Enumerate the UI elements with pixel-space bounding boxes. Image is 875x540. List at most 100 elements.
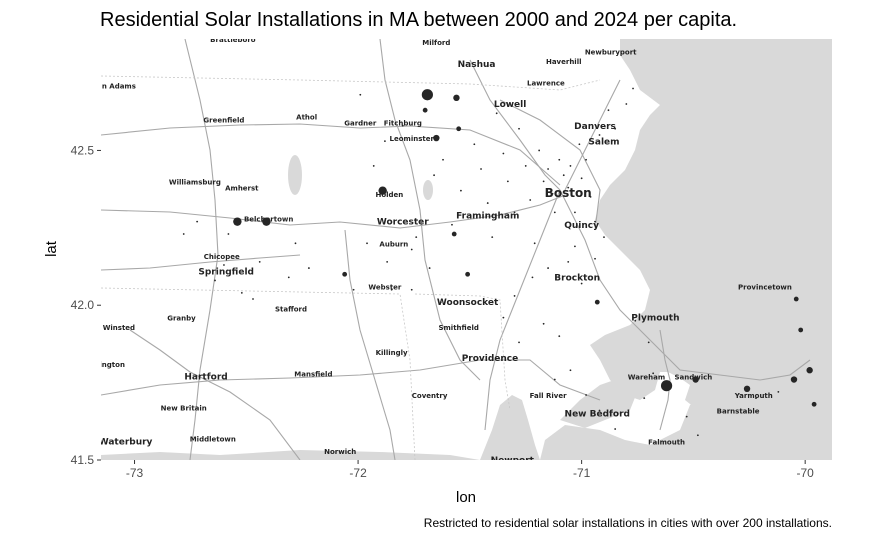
place-label: Framingham (456, 212, 519, 222)
data-points (182, 87, 817, 437)
place-label: Coventry (412, 392, 448, 400)
data-point (287, 276, 290, 279)
place-label: Falmouth (648, 439, 685, 447)
data-point (685, 415, 688, 418)
data-point (798, 327, 804, 333)
chart-title: Residential Solar Installations in MA be… (100, 9, 737, 31)
x-tick-label: -73 (126, 466, 144, 480)
place-label: Boston (545, 186, 592, 200)
data-point (589, 195, 592, 198)
data-point (585, 158, 587, 161)
data-point (451, 223, 453, 226)
place-label: Fitchburg (384, 120, 422, 128)
data-point (491, 236, 494, 239)
place-label: Amherst (225, 185, 259, 193)
data-point (359, 93, 362, 96)
place-label: Waterbury (99, 438, 153, 448)
wachusett-reservoir (423, 180, 433, 200)
basemap-ocean (540, 39, 832, 460)
data-point (594, 299, 600, 305)
data-point (433, 174, 435, 177)
x-tick-label: -70 (797, 466, 815, 480)
data-point (439, 301, 442, 304)
data-point (585, 394, 587, 396)
place-label: Winsted (103, 324, 135, 332)
x-axis-title: lon (456, 489, 476, 506)
data-point (433, 134, 440, 142)
data-point (451, 231, 457, 237)
data-point (495, 112, 498, 115)
x-axis: -73 -72 -71 -70 (126, 460, 814, 480)
data-point (603, 236, 605, 239)
x-tick-label: -72 (349, 466, 367, 480)
place-label: Wareham (628, 374, 665, 382)
data-point (790, 376, 798, 383)
data-point (777, 390, 780, 393)
data-point (378, 186, 387, 195)
y-tick-label: 42.0 (71, 298, 95, 312)
place-label: Middletown (190, 435, 236, 443)
place-label: Lawrence (527, 79, 565, 87)
chart-caption: Restricted to residential solar installa… (424, 516, 832, 530)
data-point (580, 282, 583, 285)
data-point (567, 260, 570, 263)
place-label: Holden (375, 191, 403, 199)
narragansett-bay (480, 395, 540, 460)
place-label: n Adams (102, 83, 136, 91)
place-label: Brattleboro (210, 36, 256, 44)
data-point (262, 217, 271, 226)
data-point (533, 242, 536, 245)
place-label: Lowell (494, 100, 527, 110)
data-point (518, 127, 520, 130)
place-label: Worcester (377, 218, 429, 228)
data-point (390, 288, 393, 291)
data-point (240, 291, 243, 294)
data-point (518, 341, 520, 344)
data-point (410, 248, 413, 251)
place-label: Fall River (530, 392, 567, 400)
data-point (692, 376, 699, 383)
data-point (442, 158, 444, 161)
data-point (182, 233, 185, 235)
buzzards-bay (560, 378, 640, 428)
data-point (574, 211, 576, 214)
y-axis: 41.5 42.0 42.5 (71, 143, 101, 467)
data-point (372, 165, 375, 167)
data-point (410, 288, 413, 291)
data-point (696, 434, 699, 437)
place-label: Williamsburg (169, 178, 221, 186)
y-axis-title: lat (43, 240, 60, 257)
data-point (625, 103, 628, 105)
y-tick-label: 42.5 (71, 143, 95, 157)
place-label: Woonsocket (437, 298, 499, 308)
data-point (542, 322, 545, 325)
data-point (634, 319, 637, 322)
data-point (594, 257, 596, 260)
data-point (614, 428, 617, 430)
place-label: Quincy (564, 221, 599, 231)
place-label: New Bedford (565, 410, 630, 420)
place-label: Plymouth (631, 314, 679, 324)
data-point (366, 242, 368, 245)
data-point (580, 177, 583, 180)
place-label: Newport (491, 456, 535, 466)
data-point (743, 385, 751, 393)
data-point (227, 233, 230, 235)
data-point (558, 158, 561, 161)
data-point (553, 211, 556, 214)
data-point (558, 335, 561, 338)
data-point (352, 288, 355, 291)
data-point (258, 260, 261, 263)
data-point (529, 199, 532, 201)
place-label: Milford (422, 39, 450, 47)
data-point (652, 372, 655, 375)
data-point (793, 296, 799, 302)
place-label: Killingly (376, 349, 408, 357)
data-point (607, 109, 610, 112)
data-point (567, 186, 570, 189)
place-label: Smithfield (438, 324, 478, 332)
y-tick-label: 41.5 (71, 453, 95, 467)
place-label: Brockton (554, 273, 600, 283)
data-point (598, 409, 601, 412)
